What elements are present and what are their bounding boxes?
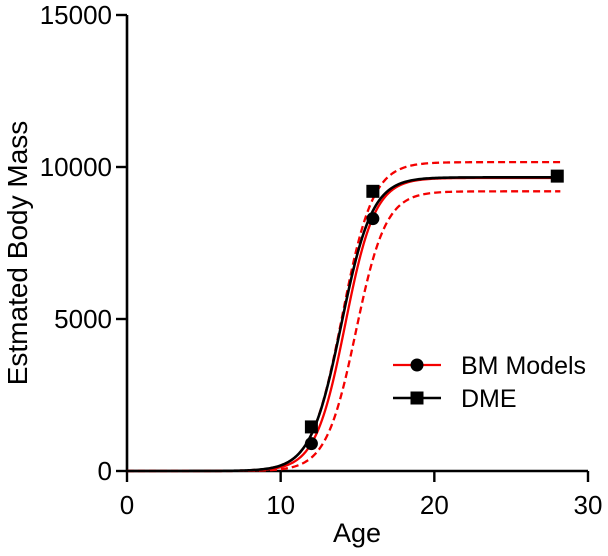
- dme-legend-square-marker: [410, 391, 424, 405]
- x-tick-label: 10: [266, 490, 295, 520]
- x-tick-label: 30: [574, 490, 603, 520]
- x-axis-label: Age: [333, 518, 381, 548]
- legend-item-bm-models: BM Models: [393, 352, 586, 380]
- data-point-bm-models: [366, 212, 380, 226]
- axes-layer: 0 5000 10000 15000 0 10 20 30: [40, 0, 603, 520]
- y-tick-label: 0: [98, 456, 112, 486]
- data-point-dme: [550, 169, 564, 183]
- data-point-dme: [366, 184, 380, 198]
- curves-layer: [127, 160, 561, 473]
- legend: BM Models DME: [393, 352, 586, 413]
- legend-label-dme: DME: [461, 385, 517, 413]
- markers-layer: [304, 169, 564, 451]
- x-tick-label: 0: [120, 490, 134, 520]
- y-tick-label: 5000: [54, 304, 112, 334]
- curve-bm-models-growth-fit: [127, 176, 559, 473]
- legend-item-dme: DME: [393, 385, 517, 413]
- data-point-dme: [304, 420, 318, 434]
- legend-label-bm-models: BM Models: [461, 352, 586, 380]
- y-axis-label: Estmated Body Mass: [2, 121, 33, 386]
- y-tick-label: 10000: [40, 152, 112, 182]
- data-point-bm-models: [304, 437, 318, 451]
- curve-dme-growth-fit: [127, 176, 558, 473]
- y-tick-label: 15000: [40, 0, 112, 30]
- bm-models-legend-circle-marker: [410, 358, 424, 372]
- x-tick-label: 20: [420, 490, 449, 520]
